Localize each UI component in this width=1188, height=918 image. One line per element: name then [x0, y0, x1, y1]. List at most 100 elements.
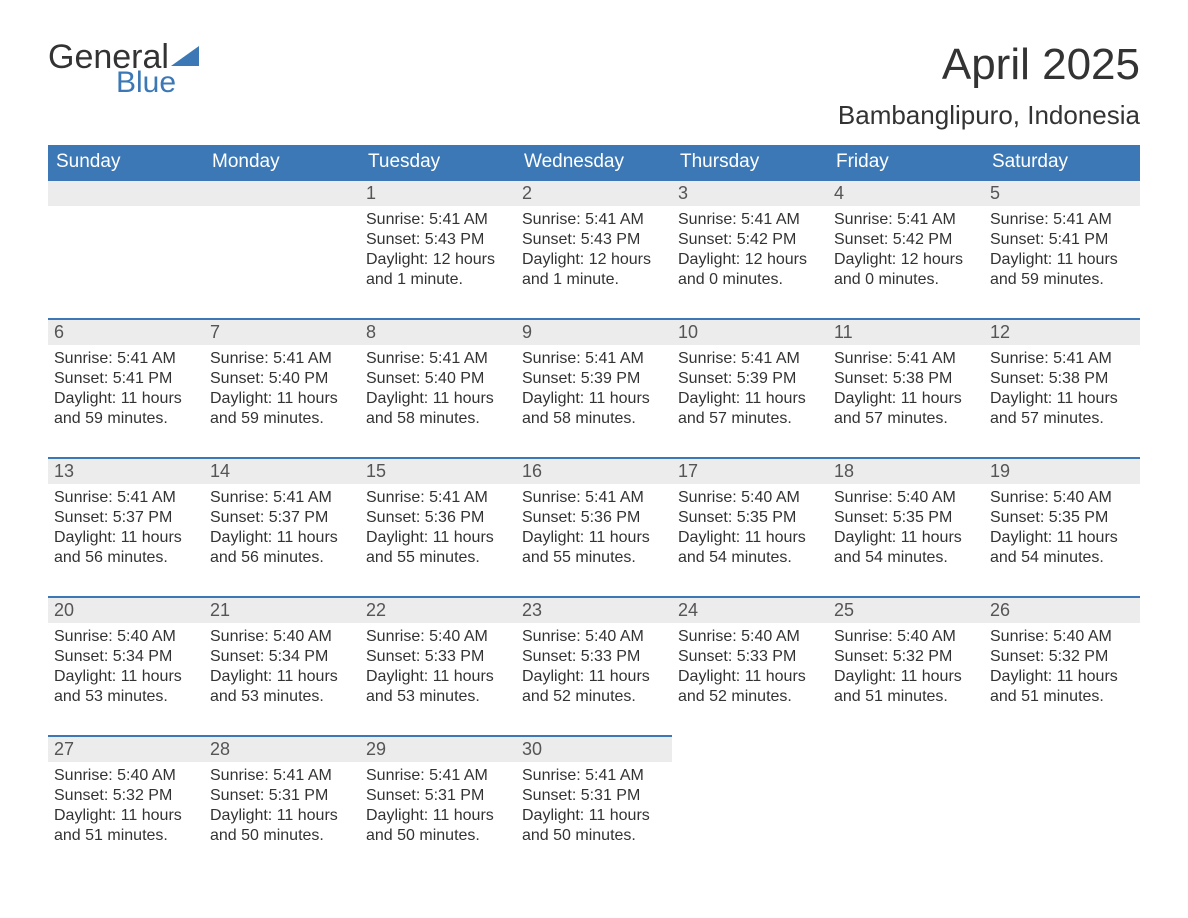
day-info-line: Sunset: 5:36 PM [522, 508, 666, 528]
day-number-cell [672, 736, 828, 762]
content-row: Sunrise: 5:40 AMSunset: 5:32 PMDaylight:… [48, 762, 1140, 874]
content-row: Sunrise: 5:41 AMSunset: 5:43 PMDaylight:… [48, 206, 1140, 319]
day-content-cell: Sunrise: 5:41 AMSunset: 5:31 PMDaylight:… [516, 762, 672, 874]
day-info-line: Sunrise: 5:40 AM [54, 766, 198, 786]
day-header: Thursday [672, 145, 828, 180]
day-info-line: Sunrise: 5:41 AM [366, 349, 510, 369]
day-info-line: Daylight: 11 hours [210, 528, 354, 548]
day-info-line: Sunrise: 5:40 AM [366, 627, 510, 647]
day-info-line: Sunset: 5:41 PM [54, 369, 198, 389]
day-info-line: Sunrise: 5:41 AM [522, 488, 666, 508]
day-content-cell: Sunrise: 5:40 AMSunset: 5:33 PMDaylight:… [516, 623, 672, 736]
day-info-line: Daylight: 11 hours [210, 389, 354, 409]
day-content-cell: Sunrise: 5:41 AMSunset: 5:41 PMDaylight:… [984, 206, 1140, 319]
day-content-cell: Sunrise: 5:40 AMSunset: 5:34 PMDaylight:… [204, 623, 360, 736]
day-content-cell: Sunrise: 5:41 AMSunset: 5:43 PMDaylight:… [516, 206, 672, 319]
day-number-cell: 2 [516, 180, 672, 206]
day-info-line: Sunset: 5:43 PM [522, 230, 666, 250]
day-info-line: Sunset: 5:35 PM [990, 508, 1134, 528]
day-info-line: Sunrise: 5:41 AM [210, 766, 354, 786]
day-info-line: and 50 minutes. [522, 826, 666, 846]
day-info-line: Sunrise: 5:40 AM [834, 488, 978, 508]
day-info-line: Daylight: 11 hours [366, 528, 510, 548]
day-content-cell [672, 762, 828, 874]
day-content-cell: Sunrise: 5:41 AMSunset: 5:31 PMDaylight:… [204, 762, 360, 874]
day-number-cell: 28 [204, 736, 360, 762]
day-info-line: Sunset: 5:39 PM [522, 369, 666, 389]
day-info-line: Sunset: 5:31 PM [366, 786, 510, 806]
day-info-line: Daylight: 11 hours [54, 389, 198, 409]
day-info-line: Sunrise: 5:41 AM [990, 349, 1134, 369]
day-info-line: Sunset: 5:31 PM [210, 786, 354, 806]
day-content-cell: Sunrise: 5:41 AMSunset: 5:41 PMDaylight:… [48, 345, 204, 458]
day-info-line: Sunset: 5:33 PM [366, 647, 510, 667]
day-content-cell: Sunrise: 5:40 AMSunset: 5:35 PMDaylight:… [672, 484, 828, 597]
day-info-line: Daylight: 12 hours [678, 250, 822, 270]
day-content-cell: Sunrise: 5:40 AMSunset: 5:33 PMDaylight:… [360, 623, 516, 736]
day-number-cell: 13 [48, 458, 204, 484]
day-info-line: Sunrise: 5:41 AM [834, 210, 978, 230]
day-number-cell: 16 [516, 458, 672, 484]
day-info-line: Daylight: 11 hours [990, 528, 1134, 548]
day-info-line: Daylight: 11 hours [522, 667, 666, 687]
day-info-line: and 51 minutes. [834, 687, 978, 707]
day-number-cell: 9 [516, 319, 672, 345]
day-number-cell: 27 [48, 736, 204, 762]
day-number-cell: 15 [360, 458, 516, 484]
day-number-cell: 1 [360, 180, 516, 206]
day-info-line: Sunrise: 5:41 AM [522, 210, 666, 230]
day-info-line: Daylight: 11 hours [678, 389, 822, 409]
location-text: Bambanglipuro, Indonesia [838, 100, 1140, 131]
day-content-cell: Sunrise: 5:40 AMSunset: 5:32 PMDaylight:… [984, 623, 1140, 736]
day-info-line: and 50 minutes. [210, 826, 354, 846]
day-info-line: Daylight: 12 hours [366, 250, 510, 270]
day-info-line: Daylight: 11 hours [990, 389, 1134, 409]
day-number-cell: 14 [204, 458, 360, 484]
calendar-body: 12345Sunrise: 5:41 AMSunset: 5:43 PMDayl… [48, 180, 1140, 874]
day-info-line: Sunrise: 5:41 AM [678, 349, 822, 369]
day-number-cell [984, 736, 1140, 762]
day-number-cell [204, 180, 360, 206]
day-content-cell: Sunrise: 5:41 AMSunset: 5:38 PMDaylight:… [984, 345, 1140, 458]
day-info-line: Sunset: 5:42 PM [678, 230, 822, 250]
day-content-cell: Sunrise: 5:41 AMSunset: 5:37 PMDaylight:… [48, 484, 204, 597]
day-info-line: and 55 minutes. [522, 548, 666, 568]
day-header: Friday [828, 145, 984, 180]
day-number-cell: 30 [516, 736, 672, 762]
day-info-line: Daylight: 11 hours [522, 389, 666, 409]
day-info-line: Daylight: 11 hours [366, 806, 510, 826]
day-info-line: and 51 minutes. [990, 687, 1134, 707]
day-info-line: Sunset: 5:34 PM [210, 647, 354, 667]
day-info-line: Sunset: 5:41 PM [990, 230, 1134, 250]
day-info-line: and 57 minutes. [834, 409, 978, 429]
content-row: Sunrise: 5:41 AMSunset: 5:41 PMDaylight:… [48, 345, 1140, 458]
brand-text-blue: Blue [116, 68, 199, 98]
daynum-row: 20212223242526 [48, 597, 1140, 623]
day-number-cell: 22 [360, 597, 516, 623]
day-info-line: Sunrise: 5:40 AM [834, 627, 978, 647]
day-content-cell: Sunrise: 5:40 AMSunset: 5:32 PMDaylight:… [48, 762, 204, 874]
day-info-line: Daylight: 11 hours [678, 528, 822, 548]
day-info-line: Daylight: 11 hours [834, 667, 978, 687]
day-number-cell: 12 [984, 319, 1140, 345]
day-info-line: and 53 minutes. [210, 687, 354, 707]
day-number-cell: 5 [984, 180, 1140, 206]
day-info-line: and 50 minutes. [366, 826, 510, 846]
day-info-line: Sunset: 5:35 PM [834, 508, 978, 528]
day-number-cell: 6 [48, 319, 204, 345]
day-info-line: Sunset: 5:32 PM [990, 647, 1134, 667]
day-info-line: and 0 minutes. [834, 270, 978, 290]
day-info-line: Sunset: 5:36 PM [366, 508, 510, 528]
day-info-line: and 54 minutes. [834, 548, 978, 568]
day-number-cell: 19 [984, 458, 1140, 484]
day-content-cell: Sunrise: 5:41 AMSunset: 5:40 PMDaylight:… [360, 345, 516, 458]
day-info-line: Sunset: 5:32 PM [834, 647, 978, 667]
day-header: Monday [204, 145, 360, 180]
day-info-line: Sunrise: 5:41 AM [522, 766, 666, 786]
day-info-line: Daylight: 11 hours [366, 667, 510, 687]
day-info-line: Daylight: 12 hours [522, 250, 666, 270]
day-header: Sunday [48, 145, 204, 180]
day-info-line: Daylight: 11 hours [834, 528, 978, 548]
day-info-line: Daylight: 11 hours [678, 667, 822, 687]
day-info-line: and 56 minutes. [210, 548, 354, 568]
